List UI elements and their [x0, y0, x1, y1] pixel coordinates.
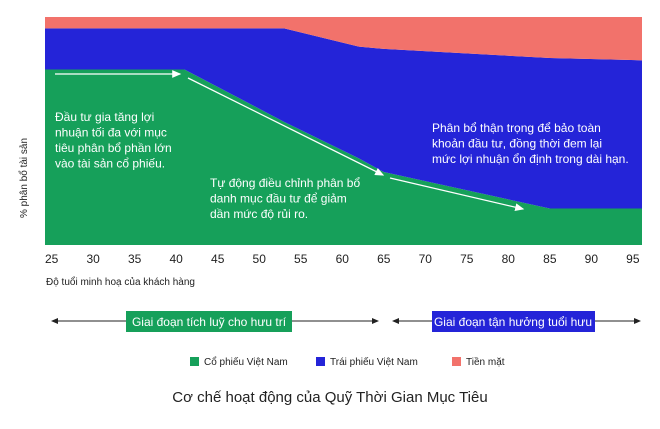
- x-tick-label: 30: [86, 252, 100, 266]
- x-tick-label: 95: [626, 252, 640, 266]
- annotation: mức lợi nhuận ổn định trong dài hạn.: [432, 152, 629, 166]
- legend-swatch: [316, 357, 325, 366]
- legend-label: Trái phiếu Việt Nam: [330, 356, 418, 368]
- annotation: nhuận tối đa với mục: [55, 126, 167, 140]
- area: [45, 69, 642, 245]
- x-tick-label: 55: [294, 252, 308, 266]
- annotation: vào tài sản cổ phiếu.: [55, 157, 165, 171]
- x-tick-label: 75: [460, 252, 474, 266]
- x-tick-label: 65: [377, 252, 391, 266]
- x-axis-label: Độ tuổi minh hoạ của khách hàng: [46, 276, 195, 288]
- x-tick-label: 50: [253, 252, 267, 266]
- area: [45, 17, 642, 61]
- arrow: [389, 177, 525, 212]
- y-axis-label: % phân bổ tài sản: [18, 138, 30, 218]
- phase-label: Giai đoạn tích luỹ cho hưu trí: [132, 315, 287, 329]
- area: [45, 28, 642, 209]
- x-tick-label: 45: [211, 252, 225, 266]
- x-tick-label: 80: [502, 252, 516, 266]
- phase-box: [126, 311, 292, 332]
- annotation: tiêu phân bổ phần lớn: [55, 141, 172, 155]
- legend-label: Cổ phiếu Việt Nam: [204, 356, 288, 368]
- x-tick-label: 35: [128, 252, 142, 266]
- annotation: Phân bổ thận trọng để bảo toàn: [432, 121, 601, 135]
- x-tick-label: 25: [45, 252, 59, 266]
- phase-box: [432, 311, 595, 332]
- x-tick-label: 85: [543, 252, 557, 266]
- annotation: Tự động điều chỉnh phân bổ: [210, 176, 360, 190]
- plot-area: [45, 17, 642, 245]
- legend-swatch: [190, 357, 199, 366]
- legend-swatch: [452, 357, 461, 366]
- chart-title: Cơ chế hoạt động của Quỹ Thời Gian Mục T…: [172, 389, 487, 406]
- annotation: dần mức độ rủi ro.: [210, 207, 308, 221]
- phase-label: Giai đoạn tận hưởng tuổi hưu: [434, 315, 592, 329]
- legend-label: Tiền mặt: [466, 356, 505, 368]
- x-tick-label: 70: [419, 252, 433, 266]
- flow-arrows: [55, 70, 525, 212]
- x-tick-label: 90: [585, 252, 599, 266]
- x-tick-label: 60: [336, 252, 350, 266]
- annotation: Đầu tư gia tăng lợi: [55, 110, 154, 124]
- annotation: khoản đầu tư, đồng thời đem lại: [432, 137, 602, 151]
- arrow: [187, 77, 385, 176]
- x-tick-label: 40: [170, 252, 184, 266]
- annotation: danh mục đầu tư để giảm: [210, 192, 347, 206]
- phases: Giai đoạn tích luỹ cho hưu trí Giai đoạn…: [51, 311, 641, 332]
